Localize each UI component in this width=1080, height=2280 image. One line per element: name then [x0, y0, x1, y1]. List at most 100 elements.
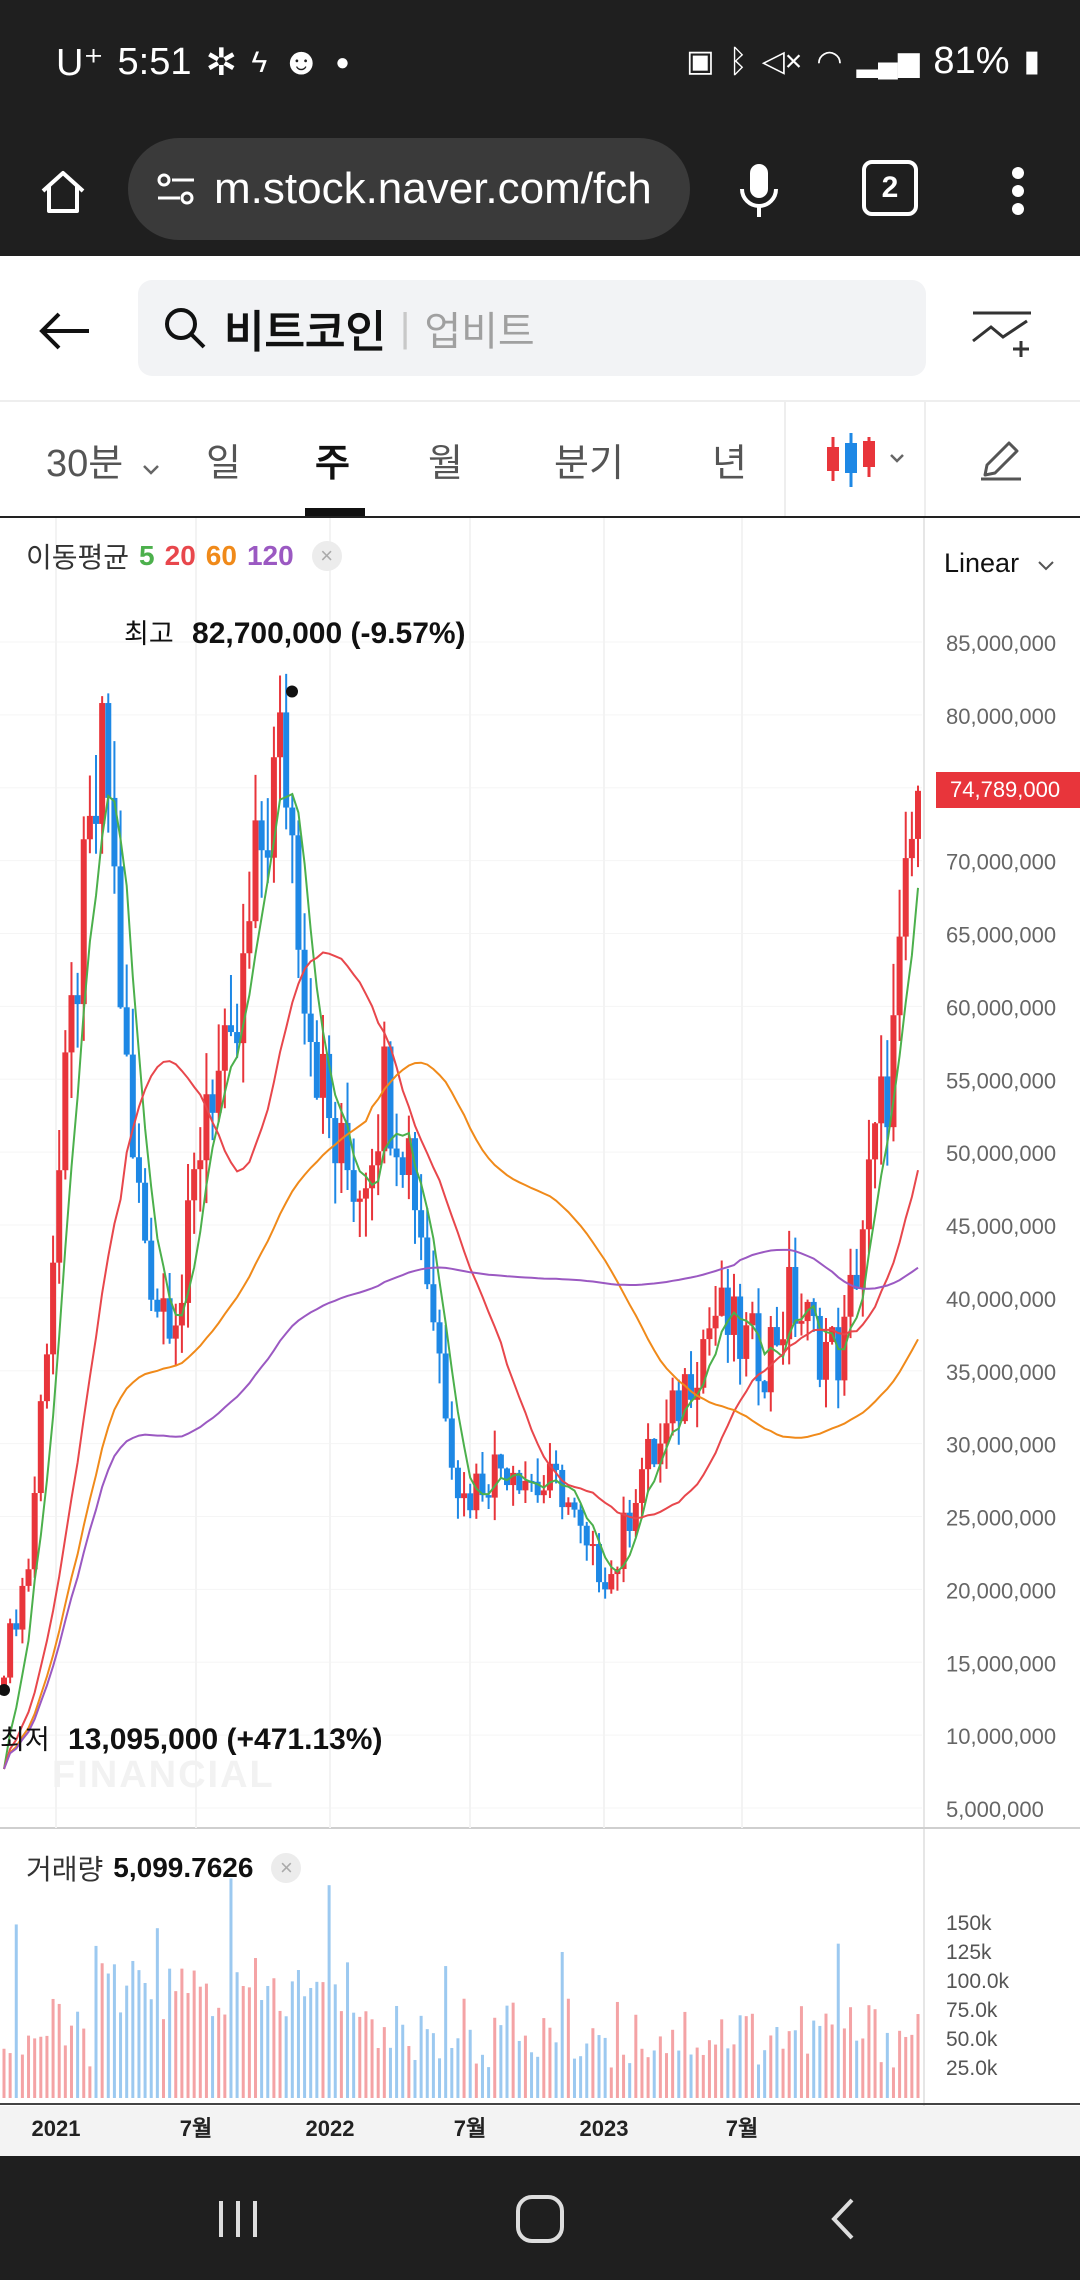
volume-bar	[671, 2029, 675, 2098]
candle-body	[712, 1315, 719, 1329]
volume-bar	[542, 2018, 546, 2098]
remove-volume-button[interactable]: ×	[271, 1853, 302, 1883]
candle-body	[86, 815, 93, 840]
watermark: FINANCIAL	[52, 1754, 275, 1796]
tab-switcher-button[interactable]: 2	[862, 160, 918, 216]
low-value: 13,095,000 (+471.13%)	[68, 1723, 383, 1756]
chart-canvas[interactable]: 85,000,00080,000,00075,000,00070,000,000…	[0, 518, 1080, 2156]
search-icon	[165, 308, 206, 349]
clock: 5:51	[117, 41, 192, 83]
back-button[interactable]	[30, 296, 100, 366]
volume-bar	[8, 2053, 12, 2098]
volume-bar	[186, 1993, 190, 2098]
tab-week[interactable]: 주	[315, 443, 350, 485]
face-icon: ☻	[281, 41, 322, 83]
volume-bar	[346, 1962, 350, 2098]
candle-body	[436, 1322, 443, 1354]
x-tick-label: 7월	[726, 2116, 758, 2141]
y-tick-label: 25,000,000	[946, 1506, 1056, 1531]
tab-quarter[interactable]: 분기	[554, 443, 624, 485]
volume-bar	[217, 2007, 221, 2098]
candle-body	[822, 1341, 829, 1380]
divider	[784, 402, 786, 516]
volume-bar	[2, 2048, 6, 2098]
candle-body	[430, 1284, 437, 1323]
candle-body	[681, 1374, 688, 1422]
candle-body	[234, 1032, 241, 1044]
volume-bar	[174, 1991, 178, 2098]
candle-body	[221, 1025, 228, 1071]
candle-body	[185, 1200, 192, 1303]
voice-search-button[interactable]	[726, 156, 792, 226]
remove-ma-button[interactable]: ×	[311, 541, 342, 571]
tab-month[interactable]: 월	[428, 443, 463, 485]
url-field[interactable]: m.stock.naver.com/fch	[128, 138, 690, 240]
candle-body	[252, 820, 259, 922]
volume-bar	[155, 1928, 159, 2098]
volume-bar	[554, 2042, 558, 2098]
ma-legend-label: 이동평균	[26, 542, 130, 573]
compare-chart-button[interactable]	[966, 296, 1038, 366]
home-nav-button[interactable]	[498, 2182, 582, 2256]
candle-body	[847, 1274, 854, 1317]
candle-body	[37, 1401, 44, 1494]
volume-bar	[683, 2011, 687, 2098]
battery-saver-icon: ▣	[686, 45, 715, 78]
candle-body	[749, 1313, 756, 1326]
volume-bar	[395, 2005, 399, 2098]
volume-bar	[849, 2007, 853, 2098]
candle-body	[724, 1287, 731, 1335]
candle-body	[473, 1473, 480, 1511]
y-tick-label: 10,000,000	[946, 1724, 1056, 1749]
candle-body	[93, 815, 100, 824]
stock-chart[interactable]: 85,000,00080,000,00075,000,00070,000,000…	[0, 518, 1080, 2156]
volume-value: 5,099.7626	[113, 1852, 254, 1883]
candle-body	[516, 1472, 523, 1491]
chart-type-button[interactable]	[818, 426, 914, 492]
candlestick-icon	[827, 433, 904, 487]
volume-tick-label: 100.0k	[946, 1970, 1010, 1993]
tab-30min[interactable]: 30분	[46, 432, 160, 487]
pencil-icon	[981, 441, 1021, 481]
volume-bar	[824, 2013, 828, 2098]
high-value: 82,700,000 (-9.57%)	[192, 617, 466, 650]
candle-body	[56, 1170, 63, 1263]
scale-mode-dropdown[interactable]: Linear	[944, 548, 1055, 579]
volume-bar	[842, 2028, 846, 2098]
candle-body	[626, 1512, 633, 1531]
y-tick-label: 65,000,000	[946, 923, 1056, 948]
tab-day[interactable]: 일	[206, 443, 241, 485]
x-axis-band	[0, 2106, 1080, 2156]
recents-button[interactable]	[196, 2184, 280, 2254]
back-nav-button[interactable]	[800, 2184, 884, 2254]
candle-body	[301, 949, 308, 1014]
volume-bar	[149, 1999, 153, 2098]
search-box[interactable]: 비트코인 | 업비트	[138, 280, 926, 376]
candle-body	[565, 1502, 572, 1508]
candle-body	[780, 1339, 787, 1346]
asset-name: 비트코인	[224, 308, 386, 357]
candle-body	[859, 1229, 866, 1289]
candle-body	[589, 1544, 596, 1547]
x-tick-label: 7월	[454, 2116, 486, 2141]
y-tick-label: 50,000,000	[946, 1141, 1056, 1166]
volume-bar	[891, 2067, 895, 2098]
candle-body	[645, 1438, 652, 1470]
chevron-down-icon	[142, 465, 159, 475]
candle-body	[835, 1327, 842, 1381]
browser-menu-button[interactable]	[990, 158, 1046, 224]
candle-body	[504, 1468, 511, 1486]
candle-body	[878, 1076, 885, 1124]
tab-year[interactable]: 년	[712, 443, 747, 485]
volume-bar	[57, 2003, 61, 2098]
candle-body	[583, 1525, 590, 1546]
x-tick-label: 7월	[180, 2116, 212, 2141]
candle-body	[203, 1094, 210, 1161]
candle-body	[491, 1454, 498, 1498]
candle-body	[577, 1509, 584, 1526]
candle-body	[369, 1165, 376, 1189]
volume-bar	[51, 1998, 55, 2098]
home-button[interactable]	[30, 158, 96, 224]
drawing-tool-button[interactable]	[966, 426, 1036, 492]
tab-count: 2	[881, 171, 899, 204]
